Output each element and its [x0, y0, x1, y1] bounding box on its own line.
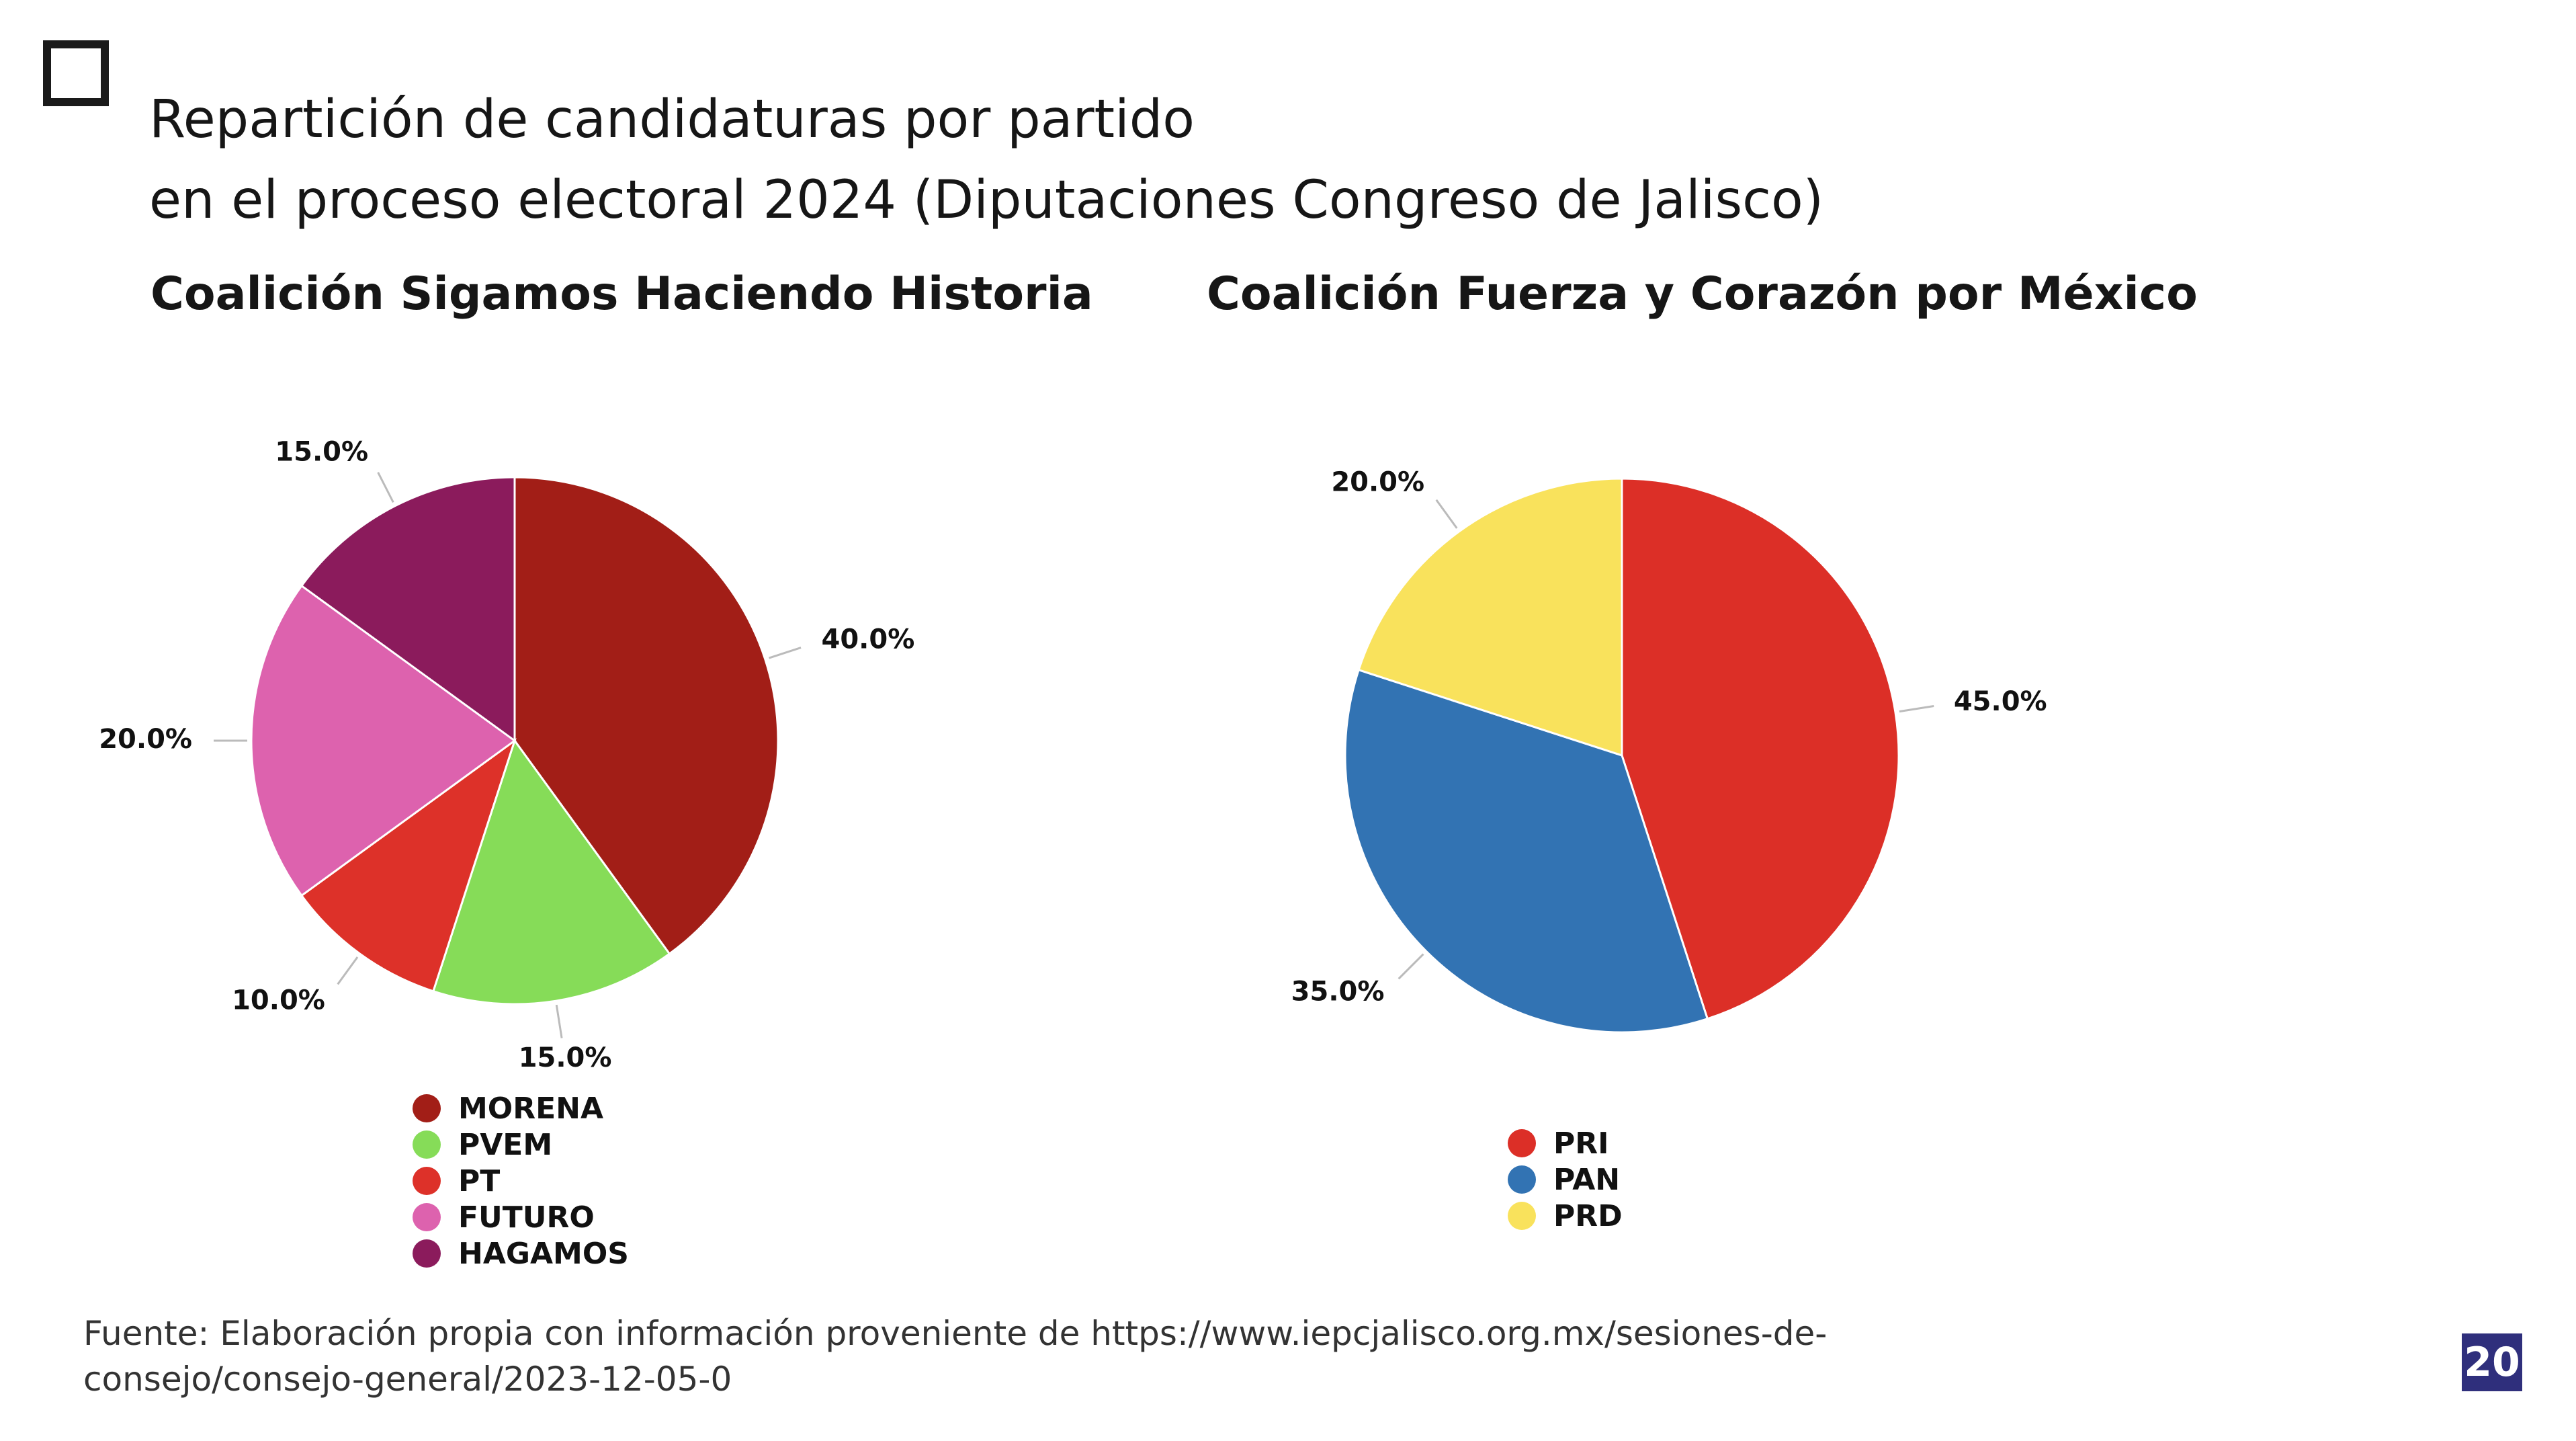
legend-label-hagamos: HAGAMOS	[458, 1236, 629, 1271]
pie-slice-pt	[300, 738, 517, 993]
pie-slice-morena	[513, 476, 779, 956]
page-title: Repartición de candidaturas por partido …	[149, 79, 1823, 241]
legend-label-pt: PT	[458, 1163, 501, 1198]
legend-item-futuro: FUTURO	[413, 1199, 629, 1235]
legend-fuerza-y-corazon: PRI PAN PRD	[1508, 1125, 1623, 1234]
legend-label-prd: PRD	[1553, 1198, 1623, 1233]
legend-swatch-prd	[1508, 1202, 1536, 1230]
source-note: Fuente: Elaboración propia con informaci…	[83, 1311, 1828, 1402]
legend-label-morena: MORENA	[458, 1091, 604, 1126]
slide-marker-square	[43, 40, 109, 106]
legend-item-pvem: PVEM	[413, 1126, 629, 1163]
data-label-prd: 20.0%	[1331, 466, 1424, 497]
legend-item-morena: MORENA	[413, 1090, 629, 1126]
pie-slice-hagamos	[300, 476, 516, 743]
legend-sigamos-haciendo-historia: MORENA PVEM PT FUTURO HAGAMOS	[413, 1090, 629, 1272]
data-label-pt: 10.0%	[232, 985, 325, 1016]
source-note-line-1: Fuente: Elaboración propia con informaci…	[83, 1314, 1828, 1353]
legend-item-prd: PRD	[1508, 1198, 1623, 1234]
data-label-morena: 40.0%	[822, 624, 915, 655]
pie-slice-pvem	[431, 738, 671, 1005]
pie-slice-prd	[1357, 477, 1623, 757]
data-label-pan: 35.0%	[1291, 977, 1385, 1007]
label-leader-pt	[337, 956, 359, 985]
legend-label-futuro: FUTURO	[458, 1200, 595, 1235]
legend-label-pvem: PVEM	[458, 1127, 553, 1162]
source-note-line-2: consejo/consejo-general/2023-12-05-0	[83, 1360, 732, 1399]
legend-item-pan: PAN	[1508, 1161, 1623, 1198]
label-leader-pan	[1398, 953, 1424, 980]
data-label-hagamos: 15.0%	[275, 436, 368, 467]
data-label-pri: 45.0%	[1954, 686, 2047, 717]
page-number-badge: 20	[2462, 1333, 2522, 1391]
legend-swatch-futuro	[413, 1203, 441, 1231]
legend-label-pan: PAN	[1553, 1162, 1621, 1197]
legend-swatch-morena	[413, 1094, 441, 1122]
label-leader-morena	[769, 647, 802, 659]
data-label-pvem: 15.0%	[519, 1042, 612, 1073]
legend-item-pri: PRI	[1508, 1125, 1623, 1161]
page-title-line-1: Repartición de candidaturas por partido	[149, 89, 1195, 150]
pie-slice-futuro	[250, 584, 517, 897]
pie-chart-sigamos-haciendo-historia: 40.0% 15.0% 10.0% 20.0% 15.0%	[99, 436, 915, 1073]
data-label-futuro: 20.0%	[99, 724, 192, 755]
label-leader-hagamos	[377, 472, 394, 503]
label-leader-pri	[1899, 704, 1934, 713]
pie-chart-fuerza-y-corazon: 45.0% 35.0% 20.0%	[1291, 466, 2047, 1034]
label-leader-prd	[1435, 499, 1458, 529]
pie-slice-pan	[1344, 668, 1709, 1034]
label-leader-pvem	[555, 1004, 563, 1038]
legend-swatch-pri	[1508, 1129, 1536, 1157]
legend-swatch-pt	[413, 1167, 441, 1195]
legend-label-pri: PRI	[1553, 1126, 1609, 1161]
legend-swatch-pvem	[413, 1130, 441, 1159]
page-title-line-2: en el proceso electoral 2024 (Diputacion…	[149, 170, 1824, 231]
legend-swatch-hagamos	[413, 1239, 441, 1268]
chart-2-title: Coalición Fuerza y Corazón por México	[1207, 267, 2198, 321]
legend-item-hagamos: HAGAMOS	[413, 1235, 629, 1272]
legend-item-pt: PT	[413, 1163, 629, 1199]
chart-1-title: Coalición Sigamos Haciendo Historia	[151, 267, 1093, 321]
legend-swatch-pan	[1508, 1165, 1536, 1194]
pie-slice-pri	[1621, 477, 1900, 1020]
